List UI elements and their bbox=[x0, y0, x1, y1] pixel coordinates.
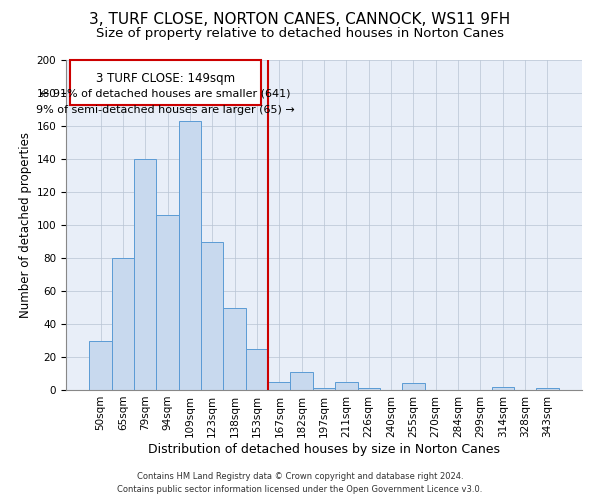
Bar bbox=[335, 382, 358, 390]
Bar bbox=[491, 386, 514, 390]
Bar bbox=[201, 242, 223, 390]
Text: ← 91% of detached houses are smaller (641): ← 91% of detached houses are smaller (64… bbox=[40, 88, 291, 98]
Bar bbox=[134, 159, 157, 390]
Bar bbox=[246, 349, 268, 390]
Bar bbox=[402, 384, 425, 390]
Text: 3, TURF CLOSE, NORTON CANES, CANNOCK, WS11 9FH: 3, TURF CLOSE, NORTON CANES, CANNOCK, WS… bbox=[89, 12, 511, 28]
Bar bbox=[157, 215, 179, 390]
Bar bbox=[313, 388, 335, 390]
Bar bbox=[290, 372, 313, 390]
Bar bbox=[112, 258, 134, 390]
Bar bbox=[223, 308, 246, 390]
Y-axis label: Number of detached properties: Number of detached properties bbox=[19, 132, 32, 318]
Text: Contains HM Land Registry data © Crown copyright and database right 2024.
Contai: Contains HM Land Registry data © Crown c… bbox=[118, 472, 482, 494]
X-axis label: Distribution of detached houses by size in Norton Canes: Distribution of detached houses by size … bbox=[148, 442, 500, 456]
Text: 3 TURF CLOSE: 149sqm: 3 TURF CLOSE: 149sqm bbox=[96, 72, 235, 85]
Bar bbox=[89, 340, 112, 390]
Bar bbox=[536, 388, 559, 390]
Bar bbox=[179, 121, 201, 390]
Bar bbox=[268, 382, 290, 390]
FancyBboxPatch shape bbox=[70, 60, 262, 104]
Bar bbox=[358, 388, 380, 390]
Text: Size of property relative to detached houses in Norton Canes: Size of property relative to detached ho… bbox=[96, 28, 504, 40]
Text: 9% of semi-detached houses are larger (65) →: 9% of semi-detached houses are larger (6… bbox=[36, 104, 295, 115]
